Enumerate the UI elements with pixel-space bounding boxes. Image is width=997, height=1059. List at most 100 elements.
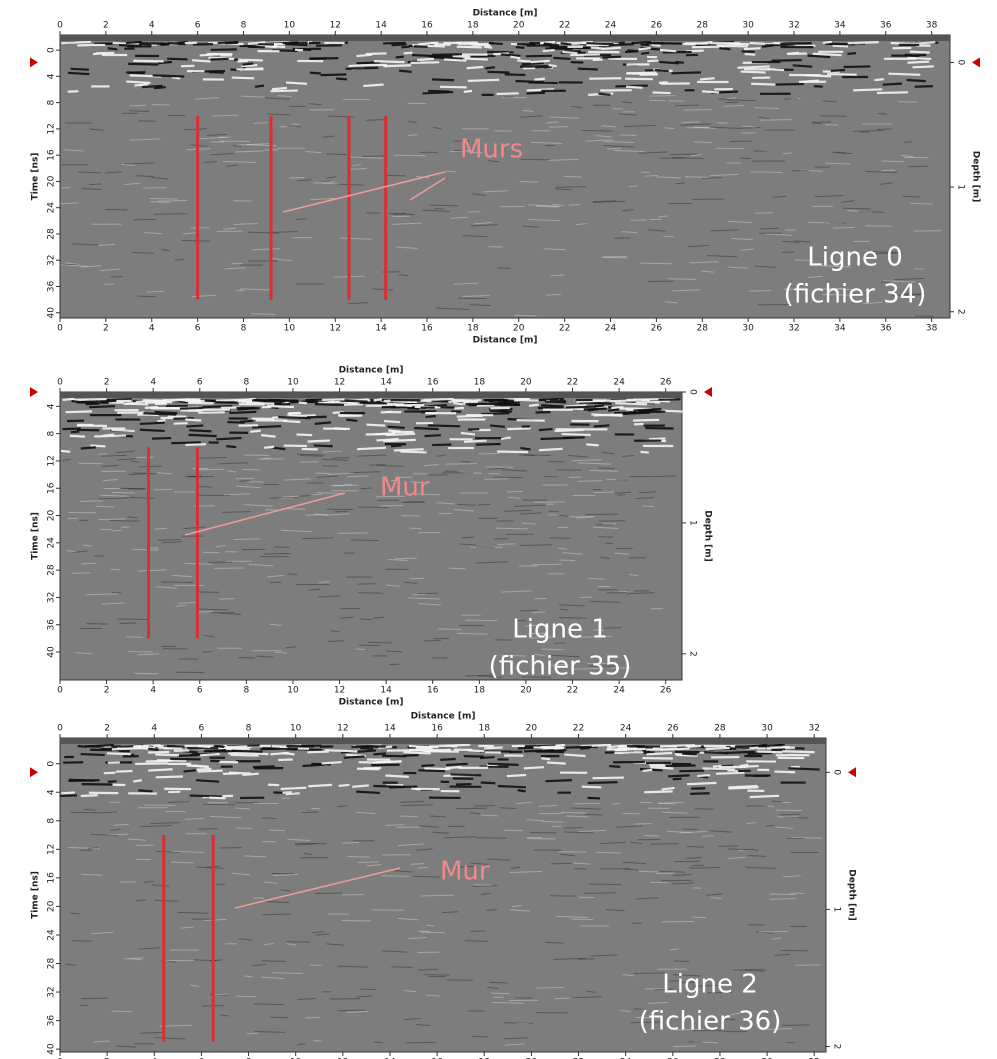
texture-stroke — [623, 124, 656, 128]
y2-axis-label: Depth [m] — [847, 869, 857, 920]
y2-tick-label: 1 — [956, 184, 966, 190]
texture-stroke — [212, 114, 239, 117]
texture-stroke — [876, 91, 909, 95]
x-tick-label: 4 — [151, 1058, 157, 1059]
texture-stroke — [626, 592, 655, 595]
surface-band — [60, 35, 950, 41]
texture-stroke — [426, 924, 435, 927]
texture-stroke — [313, 444, 333, 448]
texture-stroke — [219, 1014, 229, 1017]
texture-stroke — [456, 45, 482, 49]
texture-stroke — [215, 398, 247, 402]
texture-stroke — [682, 121, 700, 124]
texture-stroke — [595, 135, 612, 138]
texture-stroke — [105, 171, 122, 174]
texture-stroke — [543, 248, 566, 251]
texture-stroke — [209, 815, 242, 819]
texture-stroke — [175, 258, 184, 261]
x-tick-label: 28 — [697, 21, 709, 31]
texture-stroke — [142, 399, 165, 402]
texture-stroke — [376, 437, 399, 442]
texture-stroke — [830, 68, 846, 72]
texture-stroke — [668, 774, 690, 778]
texture-stroke — [184, 128, 207, 131]
texture-stroke — [128, 473, 146, 476]
x-tick-label: 22 — [573, 724, 584, 734]
line-label: Ligne 0 — [807, 243, 903, 273]
texture-stroke — [689, 867, 721, 869]
texture-stroke — [771, 748, 786, 752]
texture-stroke — [576, 223, 587, 226]
texture-stroke — [414, 426, 439, 431]
texture-stroke — [573, 862, 591, 865]
texture-stroke — [560, 811, 587, 814]
texture-stroke — [865, 225, 892, 227]
texture-stroke — [280, 889, 291, 892]
texture-stroke — [518, 454, 535, 457]
texture-stroke — [807, 275, 823, 278]
texture-stroke — [139, 1031, 164, 1034]
texture-stroke — [238, 58, 263, 62]
texture-stroke — [348, 167, 367, 170]
texture-stroke — [522, 109, 534, 112]
texture-stroke — [442, 911, 459, 914]
texture-stroke — [523, 454, 552, 457]
texture-stroke — [184, 817, 204, 820]
texture-stroke — [800, 169, 823, 172]
texture-stroke — [409, 527, 422, 530]
texture-stroke — [338, 414, 360, 417]
texture-stroke — [400, 800, 425, 803]
texture-stroke — [157, 60, 173, 65]
y-tick-label: 12 — [47, 123, 57, 134]
texture-stroke — [552, 203, 564, 206]
texture-stroke — [745, 866, 777, 870]
texture-stroke — [740, 70, 766, 74]
texture-stroke — [484, 478, 508, 480]
texture-stroke — [538, 804, 557, 807]
y2-tick-label: 2 — [956, 309, 966, 315]
y-tick-label: 4 — [47, 73, 57, 79]
x-tick-label: 10 — [287, 378, 299, 388]
texture-stroke — [709, 173, 739, 177]
texture-stroke — [453, 509, 474, 512]
texture-stroke — [134, 83, 149, 87]
texture-stroke — [382, 754, 407, 758]
texture-stroke — [645, 174, 659, 177]
texture-stroke — [620, 1010, 632, 1013]
x-tick-label: 22 — [567, 378, 578, 388]
texture-stroke — [149, 201, 171, 204]
texture-stroke — [202, 404, 233, 409]
texture-stroke — [881, 160, 905, 163]
x-tick-label: 26 — [651, 324, 663, 334]
texture-stroke — [571, 105, 583, 109]
texture-stroke — [697, 774, 711, 778]
texture-stroke — [64, 963, 77, 966]
texture-stroke — [373, 752, 387, 756]
texture-stroke — [693, 126, 716, 129]
texture-stroke — [786, 51, 800, 55]
texture-stroke — [644, 409, 666, 413]
texture-stroke — [81, 399, 92, 403]
x-tick-label: 24 — [613, 686, 625, 696]
y-tick-label: 24 — [47, 202, 57, 214]
texture-stroke — [417, 57, 435, 62]
texture-stroke — [757, 750, 783, 754]
x-tick-label: 0 — [57, 378, 63, 388]
texture-stroke — [321, 760, 342, 765]
texture-stroke — [70, 67, 90, 71]
texture-stroke — [215, 544, 226, 548]
texture-stroke — [706, 893, 723, 896]
texture-stroke — [646, 751, 673, 756]
texture-stroke — [351, 745, 368, 749]
texture-stroke — [267, 574, 284, 578]
texture-stroke — [909, 202, 933, 205]
texture-stroke — [555, 186, 587, 188]
texture-stroke — [285, 792, 300, 796]
texture-stroke — [727, 99, 757, 102]
texture-stroke — [412, 875, 440, 878]
texture-stroke — [115, 1045, 137, 1048]
texture-stroke — [822, 294, 854, 296]
texture-stroke — [758, 930, 789, 933]
texture-stroke — [71, 572, 91, 574]
texture-stroke — [296, 179, 312, 182]
